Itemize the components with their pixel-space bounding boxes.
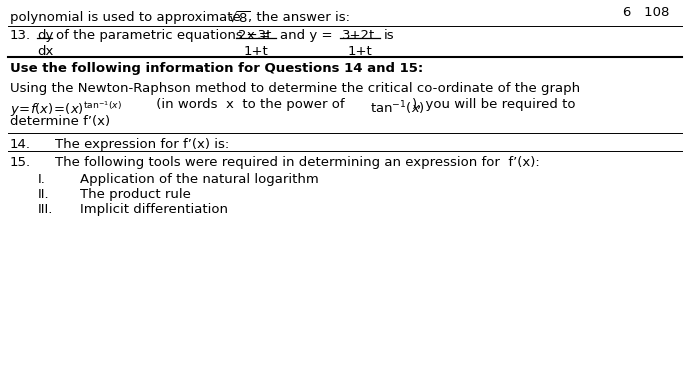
Text: 1+t: 1+t (348, 45, 373, 58)
Text: 14.: 14. (10, 138, 31, 151)
Text: and y =: and y = (280, 29, 333, 42)
Text: , the answer is:: , the answer is: (248, 11, 350, 24)
Text: 15.: 15. (10, 156, 31, 169)
Text: The product rule: The product rule (80, 188, 191, 201)
Text: determine f’(x): determine f’(x) (10, 115, 110, 128)
Text: The expression for f’(x) is:: The expression for f’(x) is: (55, 138, 229, 151)
Text: dx: dx (37, 45, 53, 58)
Text: polynomial is used to approximate: polynomial is used to approximate (10, 11, 245, 24)
Text: II.: II. (38, 188, 50, 201)
Text: I.: I. (38, 173, 46, 186)
Text: of the parametric equations x =: of the parametric equations x = (56, 29, 270, 42)
Text: III.: III. (38, 203, 53, 216)
Text: 6   108: 6 108 (623, 6, 669, 19)
Text: $\mathregular{tan}^{-1}(x)$: $\mathregular{tan}^{-1}(x)$ (370, 99, 425, 116)
Text: The following tools were required in determining an expression for  f’(x):: The following tools were required in det… (55, 156, 540, 169)
Text: is: is (384, 29, 395, 42)
Text: 2−3t: 2−3t (238, 29, 271, 42)
Text: Use the following information for Questions 14 and 15:: Use the following information for Questi… (10, 62, 423, 75)
Text: Application of the natural logarithm: Application of the natural logarithm (80, 173, 319, 186)
Text: Using the Newton-Raphson method to determine the critical co-ordinate of the gra: Using the Newton-Raphson method to deter… (10, 82, 580, 95)
Text: ), you will be required to: ), you will be required to (412, 98, 575, 111)
Text: $\sqrt{8}$: $\sqrt{8}$ (228, 11, 250, 26)
Text: dy: dy (37, 29, 53, 42)
Text: 1+t: 1+t (244, 45, 268, 58)
Text: $y\!=\!f(x)\!=\!(x)^{\mathregular{tan}^{-1}(x)}$: $y\!=\!f(x)\!=\!(x)^{\mathregular{tan}^{… (10, 99, 122, 119)
Text: 3+2t: 3+2t (342, 29, 375, 42)
Text: 13.: 13. (10, 29, 31, 42)
Text: (in words  x  to the power of: (in words x to the power of (152, 98, 353, 111)
Text: Implicit differentiation: Implicit differentiation (80, 203, 228, 216)
